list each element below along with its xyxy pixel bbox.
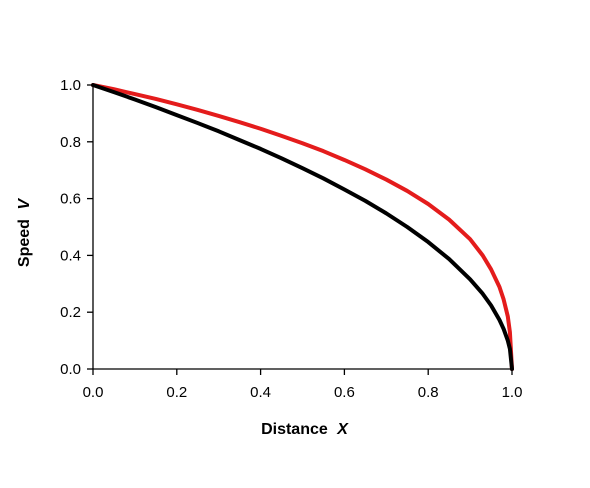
y-tick-label: 0.2 <box>60 304 81 321</box>
series <box>91 83 514 371</box>
y-axis-title-word: Speed <box>16 219 33 267</box>
x-tick-label: 1.0 <box>502 384 523 401</box>
axes <box>92 85 512 370</box>
x-axis-title-word: Distance <box>261 421 328 438</box>
series-line-red <box>91 83 514 371</box>
y-tick-label: 1.0 <box>60 77 81 94</box>
y-tick-label: 0.4 <box>60 247 81 264</box>
x-tick-label: 0.4 <box>250 384 271 401</box>
x-axis-title-variable: X <box>336 421 349 438</box>
x-axis-title: Distance X <box>261 421 349 438</box>
x-tick-label: 0.6 <box>334 384 355 401</box>
y-tick-label: 0.8 <box>60 134 81 151</box>
x-tick-label: 0.2 <box>166 384 187 401</box>
y-axis-title-variable: V <box>16 198 33 210</box>
y-tick-label: 0.0 <box>60 361 81 378</box>
x-tick-label: 0.8 <box>418 384 439 401</box>
y-axis-title: Speed V <box>16 198 33 267</box>
series-line-black <box>91 83 514 371</box>
y-tick-label: 0.6 <box>60 191 81 208</box>
x-tick-label: 0.0 <box>83 384 104 401</box>
ticks: 0.0 0.2 0.4 0.6 0.8 1.0 0.0 0.2 0.4 0.6 0.8 1.0 <box>60 77 522 401</box>
